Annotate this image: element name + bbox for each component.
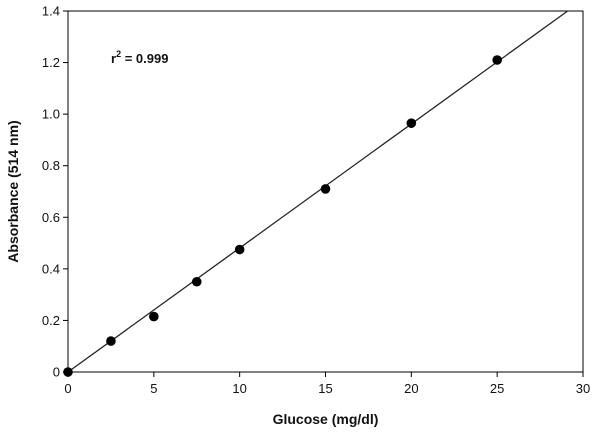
x-tick-label: 30 bbox=[576, 381, 590, 396]
y-tick-label: 0 bbox=[53, 365, 60, 380]
y-tick-label: 0.2 bbox=[42, 313, 60, 328]
data-point bbox=[234, 244, 245, 255]
x-axis-title: Glucose (mg/dl) bbox=[273, 411, 379, 427]
data-point bbox=[63, 367, 73, 377]
x-tick-label: 10 bbox=[232, 381, 246, 396]
data-point bbox=[191, 276, 202, 287]
r-squared-annotation: r2 = 0.999 bbox=[111, 49, 168, 66]
regression-line bbox=[67, 10, 569, 373]
y-axis-title: Absorbance (514 nm) bbox=[5, 120, 21, 262]
data-point bbox=[106, 336, 116, 346]
data-point bbox=[492, 55, 502, 65]
y-tick-label: 0.4 bbox=[42, 261, 60, 276]
x-tick-label: 20 bbox=[404, 381, 418, 396]
y-axis-ticks: 0 0.2 0.4 0.6 0.8 1.0 1.2 1.4 bbox=[42, 4, 68, 380]
x-tick-label: 15 bbox=[318, 381, 332, 396]
y-tick-label: 1.2 bbox=[42, 55, 60, 70]
x-axis-ticks: 0 5 10 15 20 25 30 bbox=[64, 372, 590, 396]
y-tick-label: 0.6 bbox=[42, 210, 60, 225]
data-point bbox=[320, 184, 331, 194]
y-tick-label: 1.0 bbox=[42, 107, 60, 122]
data-point bbox=[406, 118, 417, 128]
x-tick-label: 0 bbox=[64, 381, 71, 396]
y-tick-label: 0.8 bbox=[42, 158, 60, 173]
y-tick-label: 1.4 bbox=[42, 4, 60, 19]
x-tick-label: 25 bbox=[490, 381, 504, 396]
x-tick-label: 5 bbox=[150, 381, 157, 396]
data-points bbox=[63, 55, 502, 377]
data-point bbox=[149, 311, 159, 322]
